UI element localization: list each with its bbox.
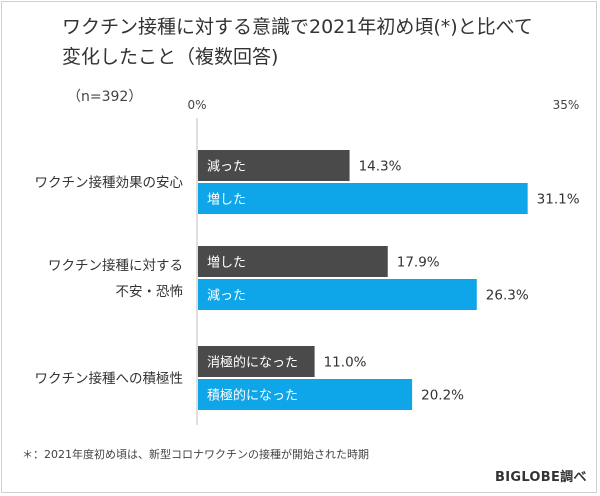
bar-label-2-2: 減った (207, 288, 246, 304)
bar-label-3-2: 積極的になった (207, 388, 298, 404)
bar-label-3-1: 消極的になった (207, 355, 298, 371)
sample-size: （n=392） (67, 89, 143, 105)
value-label-1-1: 14.3% (359, 159, 402, 175)
category-label-1: ワクチン接種効果の安心 (35, 174, 184, 191)
value-label-2-1: 17.9% (397, 255, 440, 271)
bar-label-1-2: 増した (207, 193, 246, 208)
bar-label-1-1: 減った (207, 159, 246, 175)
tick-label-min: 0% (187, 98, 206, 112)
value-label-3-2: 20.2% (421, 388, 464, 404)
bar-label-2-1: 増した (207, 256, 246, 271)
category-label-3: ワクチン接種への積極性 (35, 370, 184, 387)
bar-3-2 (198, 379, 413, 410)
bar-2-2 (198, 279, 477, 310)
value-label-1-2: 31.1% (537, 192, 580, 208)
source-credit: BIGLOBE調べ (495, 470, 587, 485)
value-label-3-1: 11.0% (324, 355, 367, 371)
bar-2-1 (198, 246, 388, 277)
chart-title: ワクチン接種に対する意識で2021年初め頃(*)と比べて 変化したこと（複数回答… (62, 16, 533, 68)
category-label-2: ワクチン接種に対する不安・恐怖 (48, 257, 183, 300)
value-label-2-2: 26.3% (486, 288, 529, 304)
tick-label-max: 35% (553, 98, 580, 112)
bar-3-1 (198, 346, 315, 377)
footnote: ＊：2021年度初め頃は、新型コロナワクチンの接種が開始された時期 (22, 448, 369, 461)
bar-1-2 (198, 183, 528, 214)
bar-1-1 (198, 150, 350, 181)
